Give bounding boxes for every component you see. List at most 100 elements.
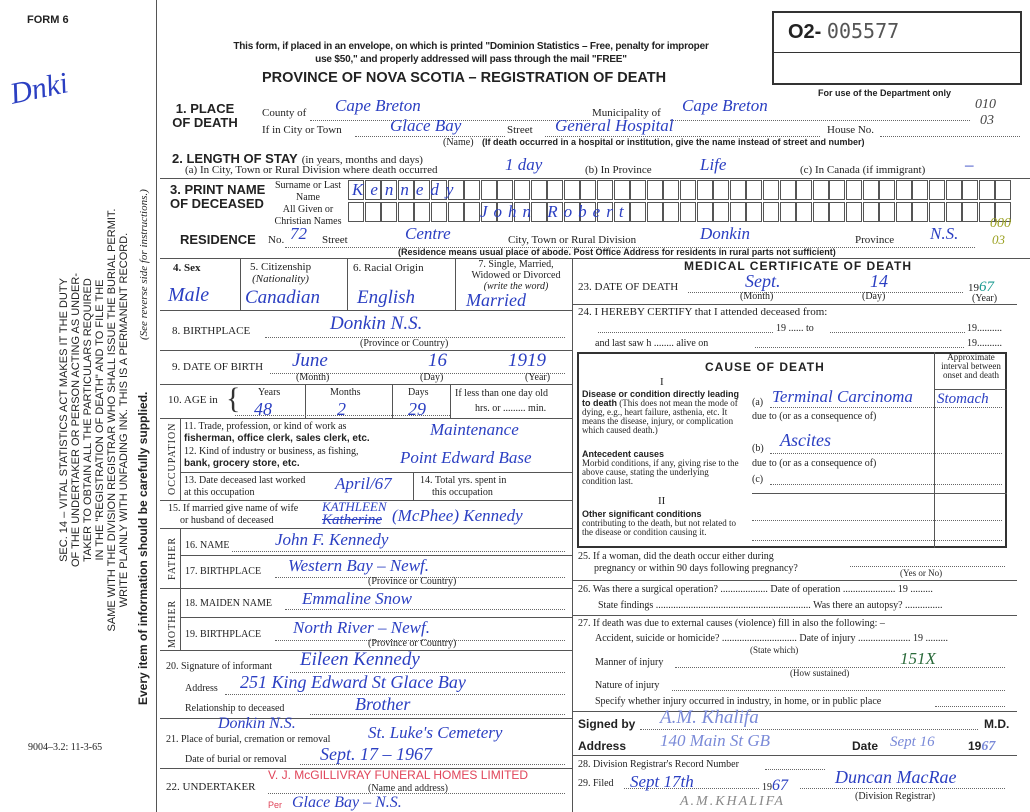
letter-box[interactable] <box>547 180 564 200</box>
cause-title: CAUSE OF DEATH <box>705 360 825 374</box>
letter-box[interactable] <box>912 202 929 222</box>
letter-box[interactable] <box>696 202 713 222</box>
letter-box[interactable] <box>397 180 414 200</box>
letter-box[interactable] <box>829 202 846 222</box>
letter-box[interactable] <box>680 202 696 222</box>
letter-box[interactable] <box>812 202 829 222</box>
letter-box[interactable] <box>514 180 530 200</box>
letter-box[interactable] <box>414 180 431 200</box>
letter-box[interactable] <box>812 180 829 200</box>
letter-box[interactable] <box>763 180 779 200</box>
letter-box[interactable] <box>846 180 862 200</box>
letter-box[interactable] <box>530 202 547 222</box>
age-months: 2 <box>337 399 346 419</box>
letter-box[interactable] <box>431 202 447 222</box>
letter-box[interactable] <box>879 180 896 200</box>
letter-box[interactable] <box>547 202 564 222</box>
letter-box[interactable] <box>364 202 381 222</box>
letter-box[interactable] <box>514 202 530 222</box>
letter-box[interactable] <box>447 180 464 200</box>
death-month-hint: (Month) <box>740 291 774 302</box>
letter-box[interactable] <box>646 180 663 200</box>
letter-box[interactable] <box>646 202 663 222</box>
street-label: Street <box>507 124 533 136</box>
dept-code: 000 <box>990 216 1011 231</box>
letter-box[interactable] <box>497 202 514 222</box>
stay-label: 2. LENGTH OF STAY <box>172 151 298 166</box>
letter-box[interactable] <box>364 180 381 200</box>
letter-box[interactable] <box>945 202 962 222</box>
letter-box[interactable] <box>929 202 945 222</box>
letter-box[interactable] <box>796 202 813 222</box>
letter-box[interactable] <box>630 202 647 222</box>
md-label: M.D. <box>984 717 1010 731</box>
letter-box[interactable] <box>995 202 1012 222</box>
letter-box[interactable] <box>729 180 746 200</box>
letter-box[interactable] <box>414 202 431 222</box>
letter-box[interactable] <box>497 180 514 200</box>
letter-box[interactable] <box>680 180 696 200</box>
undertaker-stamp-per: Per <box>268 800 283 810</box>
q27: 27. If death was due to external causes … <box>578 618 885 629</box>
letter-box[interactable] <box>895 202 912 222</box>
letter-box[interactable] <box>563 202 580 222</box>
letter-box[interactable] <box>480 180 497 200</box>
letter-box[interactable] <box>796 180 813 200</box>
letter-box[interactable] <box>613 180 630 200</box>
letter-box[interactable] <box>862 180 879 200</box>
letter-box[interactable] <box>696 180 713 200</box>
stay-a-value: 1 day <box>505 155 543 174</box>
letter-box[interactable] <box>846 202 862 222</box>
letter-box[interactable] <box>978 202 995 222</box>
letter-box[interactable] <box>912 180 929 200</box>
letter-box[interactable] <box>945 180 962 200</box>
letter-box[interactable] <box>862 202 879 222</box>
letter-box[interactable] <box>381 180 398 200</box>
letter-box[interactable] <box>829 180 846 200</box>
letter-box[interactable] <box>663 202 680 222</box>
letter-box[interactable] <box>713 202 730 222</box>
letter-box[interactable] <box>763 202 779 222</box>
letter-box[interactable] <box>431 180 447 200</box>
letter-box[interactable] <box>713 180 730 200</box>
letter-box[interactable] <box>613 202 630 222</box>
form-label: FORM 6 <box>27 14 69 26</box>
reg-number: 005577 <box>826 19 900 43</box>
letter-box[interactable] <box>663 180 680 200</box>
letter-box[interactable] <box>746 180 763 200</box>
letter-box[interactable] <box>729 202 746 222</box>
letter-box[interactable] <box>580 180 597 200</box>
nature-label: Nature of injury <box>595 680 660 691</box>
letter-box[interactable] <box>978 180 995 200</box>
letter-box[interactable] <box>348 180 364 200</box>
letter-box[interactable] <box>563 180 580 200</box>
letter-box[interactable] <box>464 202 481 222</box>
letter-box[interactable] <box>480 202 497 222</box>
letter-box[interactable] <box>397 202 414 222</box>
letter-box[interactable] <box>962 202 979 222</box>
letter-box[interactable] <box>597 202 613 222</box>
letter-box[interactable] <box>879 202 896 222</box>
informant-address: 251 King Edward St Glace Bay <box>240 672 466 692</box>
last-worked-label: 13. Date deceased last worked <box>184 475 306 486</box>
letter-box[interactable] <box>447 202 464 222</box>
letter-box[interactable] <box>348 202 364 222</box>
physician-print-name: A.M.KHALIFA <box>680 794 785 809</box>
letter-box[interactable] <box>630 180 647 200</box>
letter-box[interactable] <box>895 180 912 200</box>
letter-box[interactable] <box>995 180 1012 200</box>
letter-box[interactable] <box>929 180 945 200</box>
letter-box[interactable] <box>779 202 796 222</box>
letter-box[interactable] <box>381 202 398 222</box>
letter-box[interactable] <box>530 180 547 200</box>
undertaker-hint: (Name and address) <box>368 783 448 794</box>
letter-box[interactable] <box>962 180 979 200</box>
letter-box[interactable] <box>746 202 763 222</box>
letter-box[interactable] <box>597 180 613 200</box>
letter-box[interactable] <box>580 202 597 222</box>
last-worked-label-2: at this occupation <box>184 487 255 498</box>
surname-label: Surname or Last Name <box>274 180 342 203</box>
letter-box[interactable] <box>464 180 481 200</box>
letter-box[interactable] <box>779 180 796 200</box>
death-day-hint: (Day) <box>862 291 886 302</box>
